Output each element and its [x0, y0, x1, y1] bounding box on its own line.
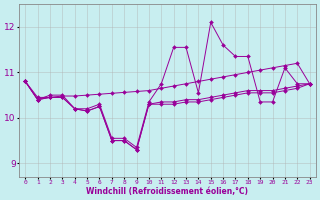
X-axis label: Windchill (Refroidissement éolien,°C): Windchill (Refroidissement éolien,°C) — [86, 187, 249, 196]
